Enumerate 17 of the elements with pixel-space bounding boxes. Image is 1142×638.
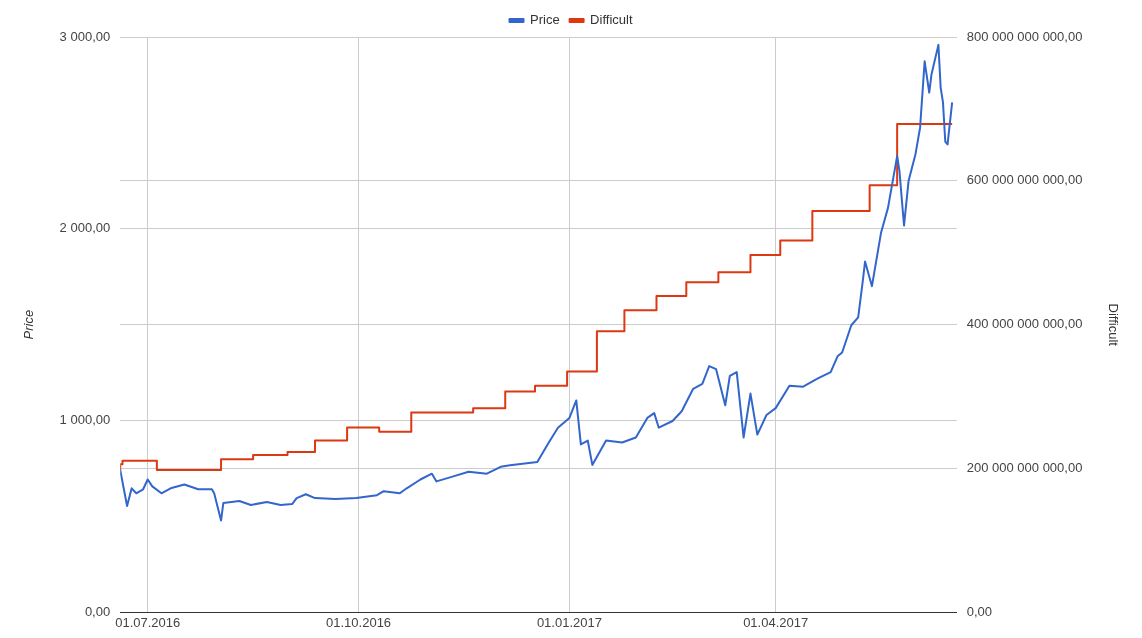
legend-label: Price (530, 12, 560, 28)
legend-label: Difficult (590, 12, 633, 28)
y-tick-label: 0,00 (84, 603, 111, 619)
y2-axis-title: Difficult (1105, 303, 1121, 347)
y2-tick-label: 800 000 000 000,00 (966, 28, 1083, 44)
y2-tick-label: 200 000 000 000,00 (966, 460, 1083, 476)
y-tick-label: 1 000,00 (59, 412, 111, 428)
x-tick-label: 01.07.2016 (115, 614, 181, 630)
y2-tick-label: 400 000 000 000,00 (966, 316, 1083, 332)
x-tick-label: 01.10.2016 (326, 614, 392, 630)
y-axis-title: Price (21, 309, 37, 340)
x-tick-label: 01.01.2017 (536, 614, 602, 630)
y-tick-label: 2 000,00 (59, 220, 111, 236)
y2-tick-label: 600 000 000 000,00 (966, 172, 1083, 188)
x-tick-label: 01.04.2017 (743, 614, 809, 630)
y-tick-label: 3 000,00 (59, 28, 111, 44)
y2-tick-label: 0,00 (966, 603, 993, 619)
